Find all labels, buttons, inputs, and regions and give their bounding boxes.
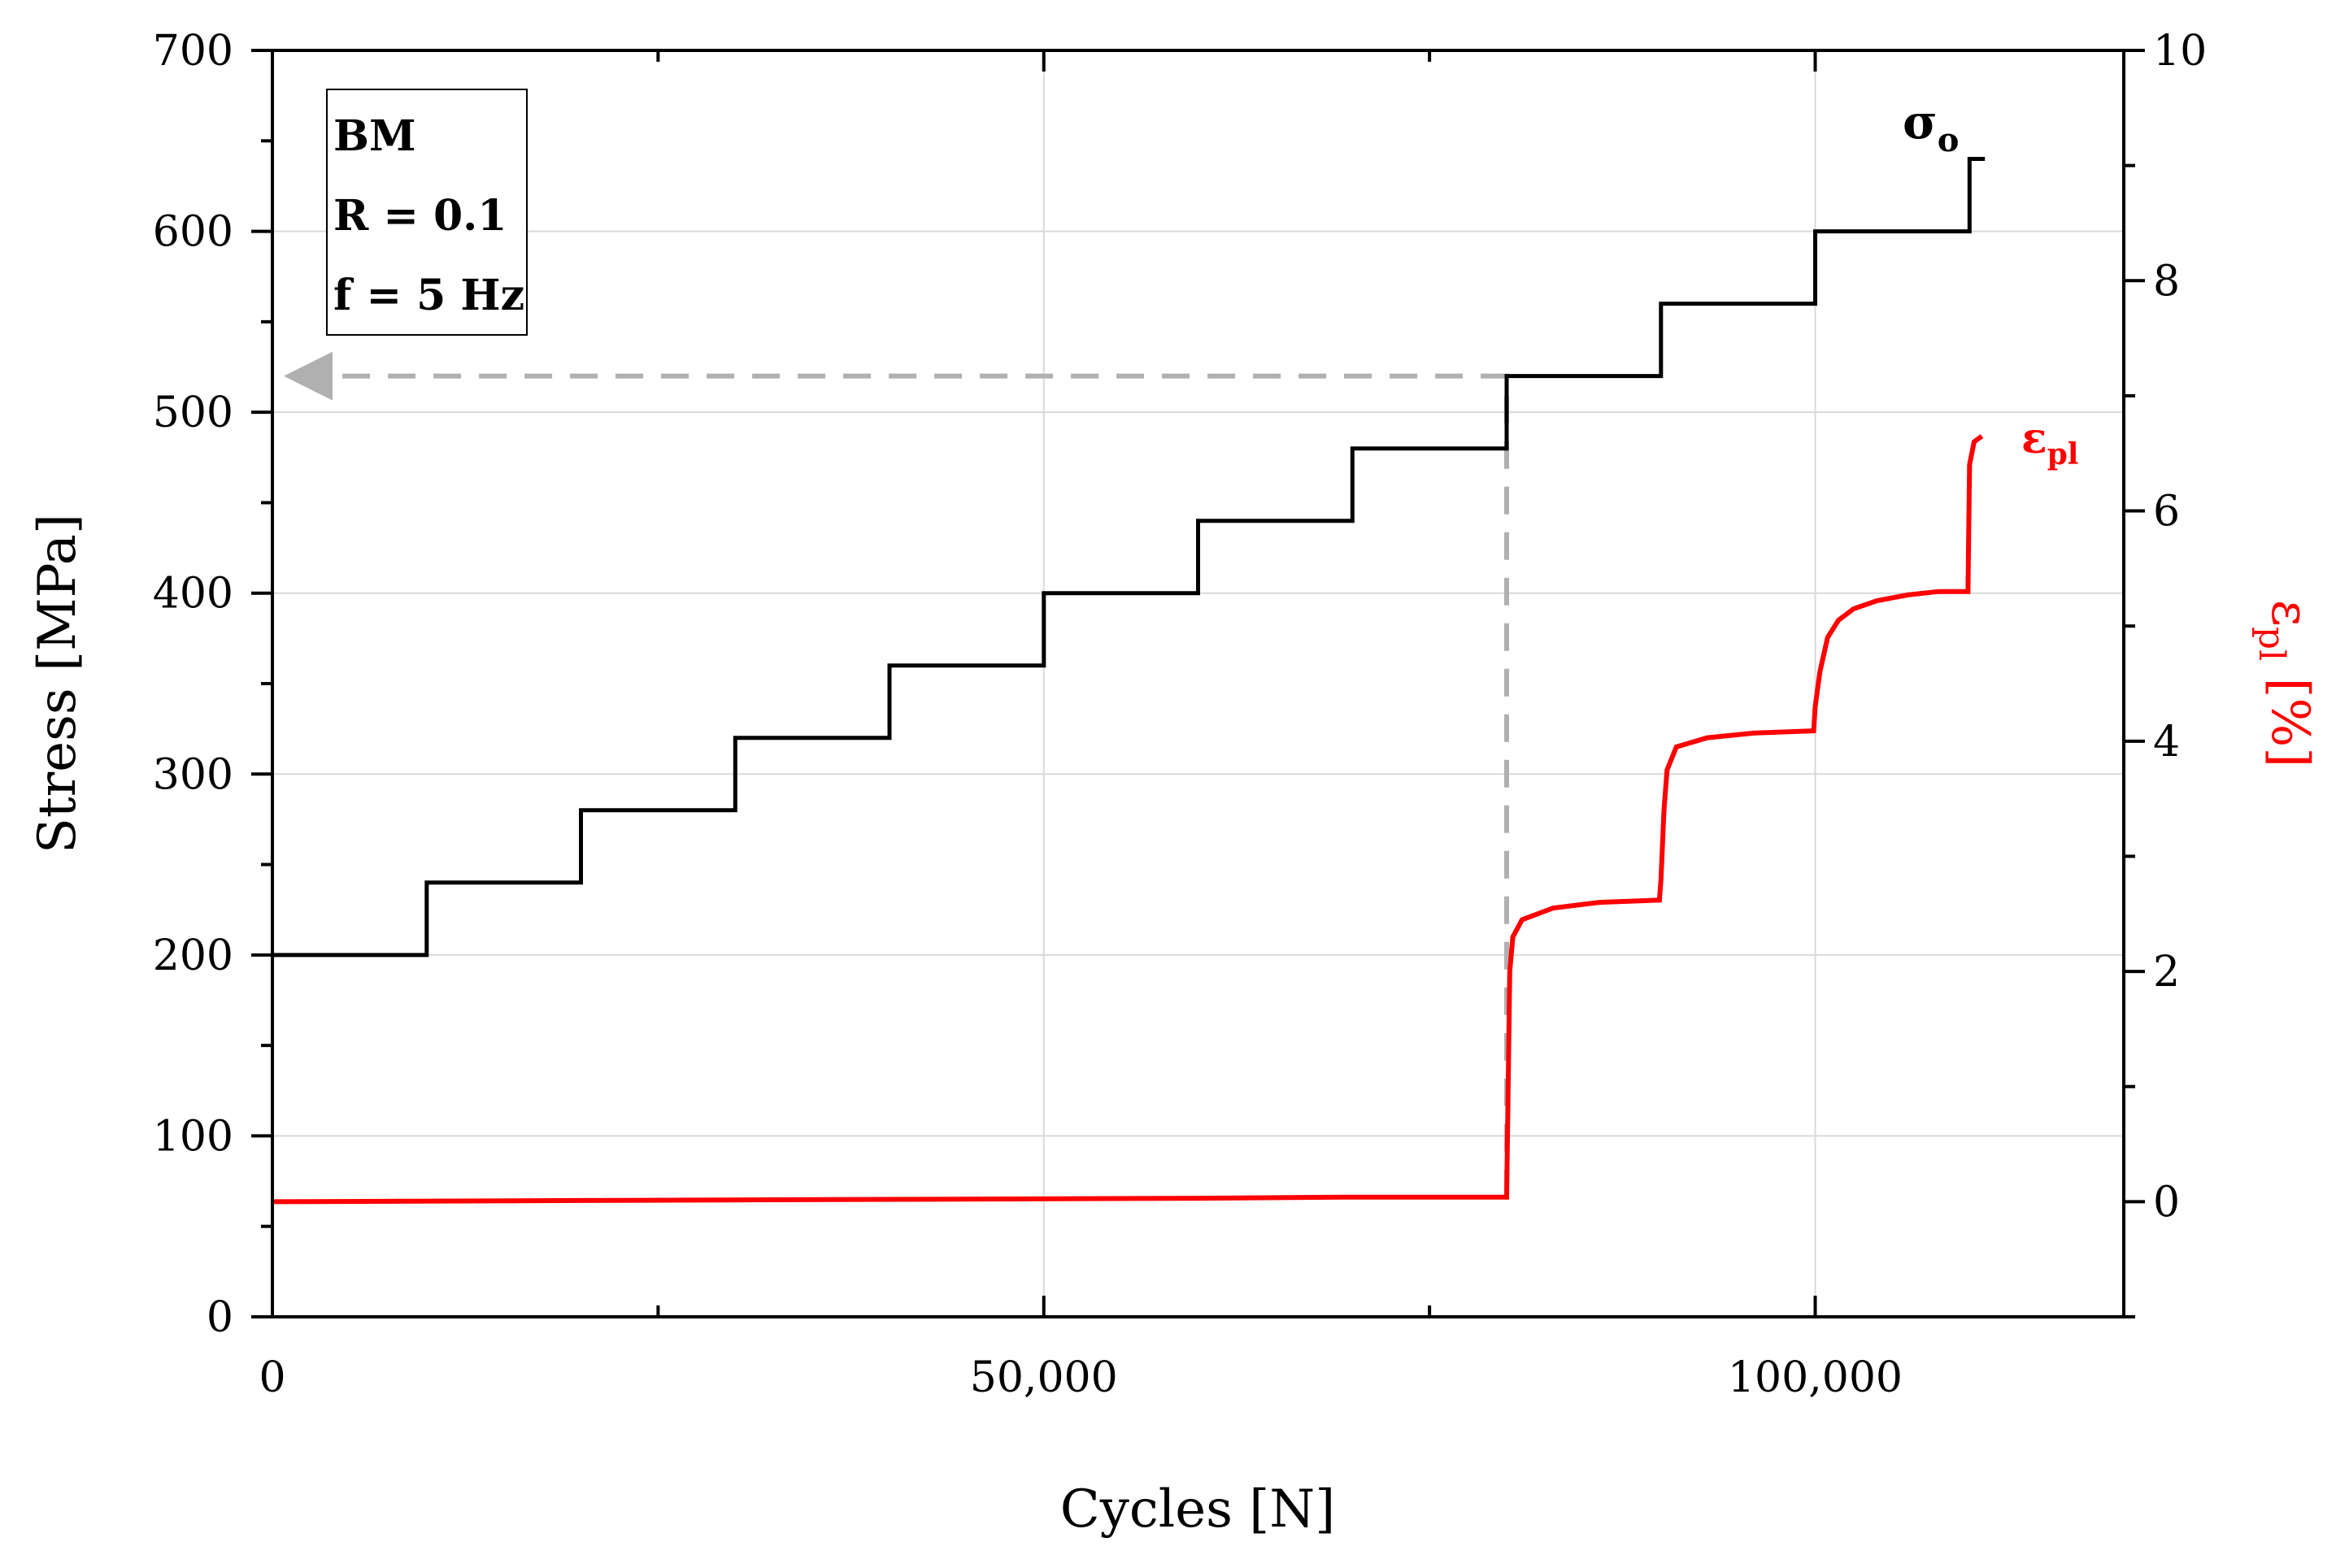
- y-tick-label: 300: [153, 750, 233, 799]
- y2-tick-label: 10: [2153, 27, 2207, 76]
- gridlines: [272, 50, 2124, 1317]
- axes: 0 50,000 100,000 0 100 200 300 400 500 600 700 0 2 4 6…: [153, 27, 2207, 1402]
- y2-tick-label: 8: [2153, 257, 2180, 306]
- plot-frame: [271, 49, 2125, 1318]
- info-box-line-1: BM: [333, 111, 416, 161]
- y2-axis-title-sub: pl: [2251, 627, 2292, 661]
- info-box-line-2: R = 0.1: [333, 191, 507, 241]
- y-tick-label: 100: [153, 1112, 233, 1161]
- y2-tick-label: 4: [2153, 718, 2180, 767]
- info-box: BM R = 0.1 f = 5 Hz: [326, 89, 528, 336]
- y-tick-label: 500: [153, 389, 233, 437]
- y-tick-label: 700: [153, 27, 233, 76]
- y-axis-title: Stress [MPa]: [28, 514, 88, 853]
- y2-tick-label: 2: [2153, 948, 2180, 997]
- series-label-epsilon-main: ε: [2021, 414, 2047, 463]
- y2-axis-title-unit: [%]: [2260, 661, 2320, 767]
- x-tick-label: 100,000: [1728, 1353, 1903, 1402]
- info-box-line-3: f = 5 Hz: [333, 271, 524, 320]
- dashed-arrow: [284, 351, 1509, 1197]
- series-label-sigma: σo: [1903, 94, 1959, 159]
- series-label-epsilon: εpl: [2021, 414, 2078, 471]
- y-tick-label: 200: [153, 932, 233, 980]
- y-tick-label: 600: [153, 208, 233, 257]
- series-label-sigma-main: σ: [1903, 94, 1938, 150]
- y2-axis-title-main: ε: [2260, 600, 2320, 627]
- y-tick-label: 400: [153, 570, 233, 619]
- y2-tick-label: 0: [2153, 1178, 2180, 1227]
- y-tick-label: 0: [207, 1293, 233, 1342]
- x-tick-label: 0: [259, 1353, 285, 1402]
- y2-axis-title: εpl [%]: [2251, 600, 2320, 768]
- y2-tick-label: 6: [2153, 488, 2180, 536]
- series-label-epsilon-sub: pl: [2047, 437, 2079, 471]
- series-line-epsilon: [272, 434, 1984, 1205]
- info-box-frame: [326, 89, 528, 336]
- series-line-sigma: [272, 157, 1986, 958]
- series-label-sigma-sub: o: [1938, 121, 1960, 159]
- series-layer: [272, 157, 1986, 1205]
- x-tick-label: 50,000: [970, 1353, 1118, 1402]
- dashed-annotation: [284, 351, 1509, 1197]
- x-axis-title: Cycles [N]: [1060, 1479, 1335, 1540]
